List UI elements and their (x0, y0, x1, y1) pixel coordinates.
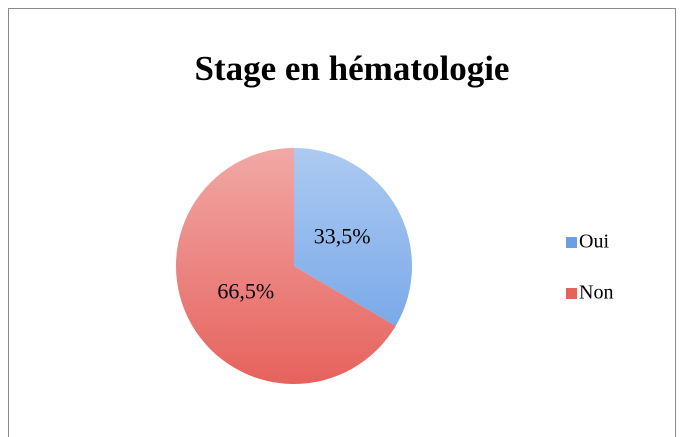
legend-swatch (566, 288, 577, 299)
legend-label: Oui (579, 231, 609, 253)
pie-shade (176, 148, 412, 384)
data-label: 66,5% (217, 279, 274, 304)
chart-title: Stage en hématologie (195, 49, 510, 88)
labels: 33,5% Oui 66,5% Non (217, 224, 613, 304)
data-label: 33,5% (314, 224, 371, 249)
legend-swatch (566, 237, 577, 248)
legend-label: Non (579, 282, 613, 304)
